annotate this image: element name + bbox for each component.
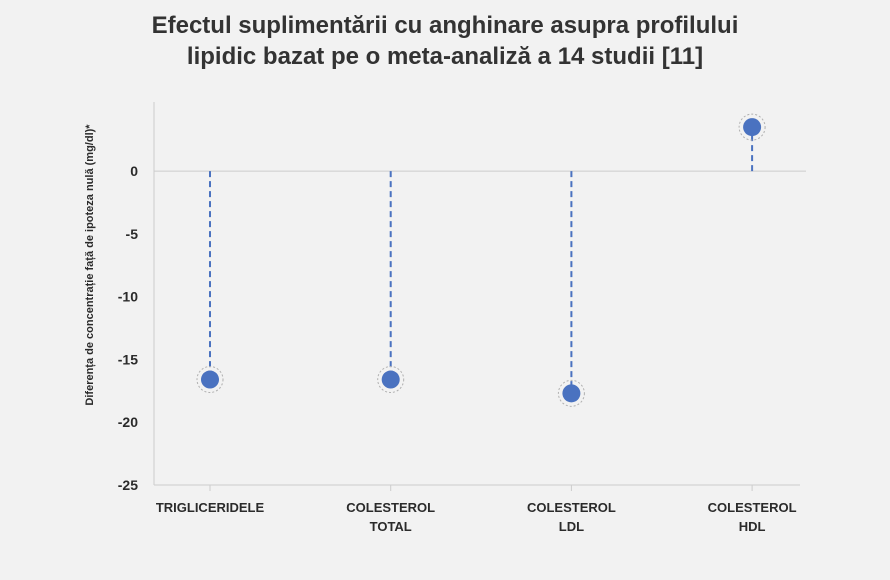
y-tick-label: -5 [126, 226, 139, 242]
data-point-halo [377, 366, 405, 394]
y-tick-label: -25 [118, 477, 138, 493]
chart-title: Efectul suplimentării cu anghinare asupr… [0, 10, 890, 72]
x-category-label-line: COLESTEROL [527, 500, 616, 515]
x-category-label: COLESTEROL HDL [708, 500, 797, 534]
chart-title-line-1: Efectul suplimentării cu anghinare asupr… [151, 12, 739, 39]
data-point [201, 370, 219, 389]
x-category-label-line: TRIGLICERIDELE [156, 500, 265, 515]
data-point [743, 118, 762, 137]
x-category-label: COLESTEROL TOTAL [346, 500, 435, 534]
y-tick-label: -15 [118, 351, 138, 367]
x-category-label: COLESTEROL LDL [527, 500, 616, 534]
y-tick-label: 0 [130, 163, 138, 179]
x-category-label-line: LDL [559, 519, 584, 534]
y-tick-label: -20 [118, 414, 138, 430]
chart-title-line-2: lipidic bazat pe o meta-analiză a 14 stu… [186, 43, 704, 70]
x-category-label-line: HDL [739, 519, 766, 534]
x-category-label-line: COLESTEROL [346, 500, 435, 515]
data-point [562, 384, 581, 403]
data-point-halo [557, 379, 585, 407]
y-tick-label: -10 [118, 289, 138, 305]
data-point [381, 370, 400, 389]
data-point-halo [738, 113, 766, 141]
x-category-label-line: COLESTEROL [708, 500, 797, 515]
x-category-label: TRIGLICERIDELE [156, 500, 265, 515]
data-point-halo [196, 366, 224, 394]
x-category-label-line: TOTAL [370, 519, 412, 534]
